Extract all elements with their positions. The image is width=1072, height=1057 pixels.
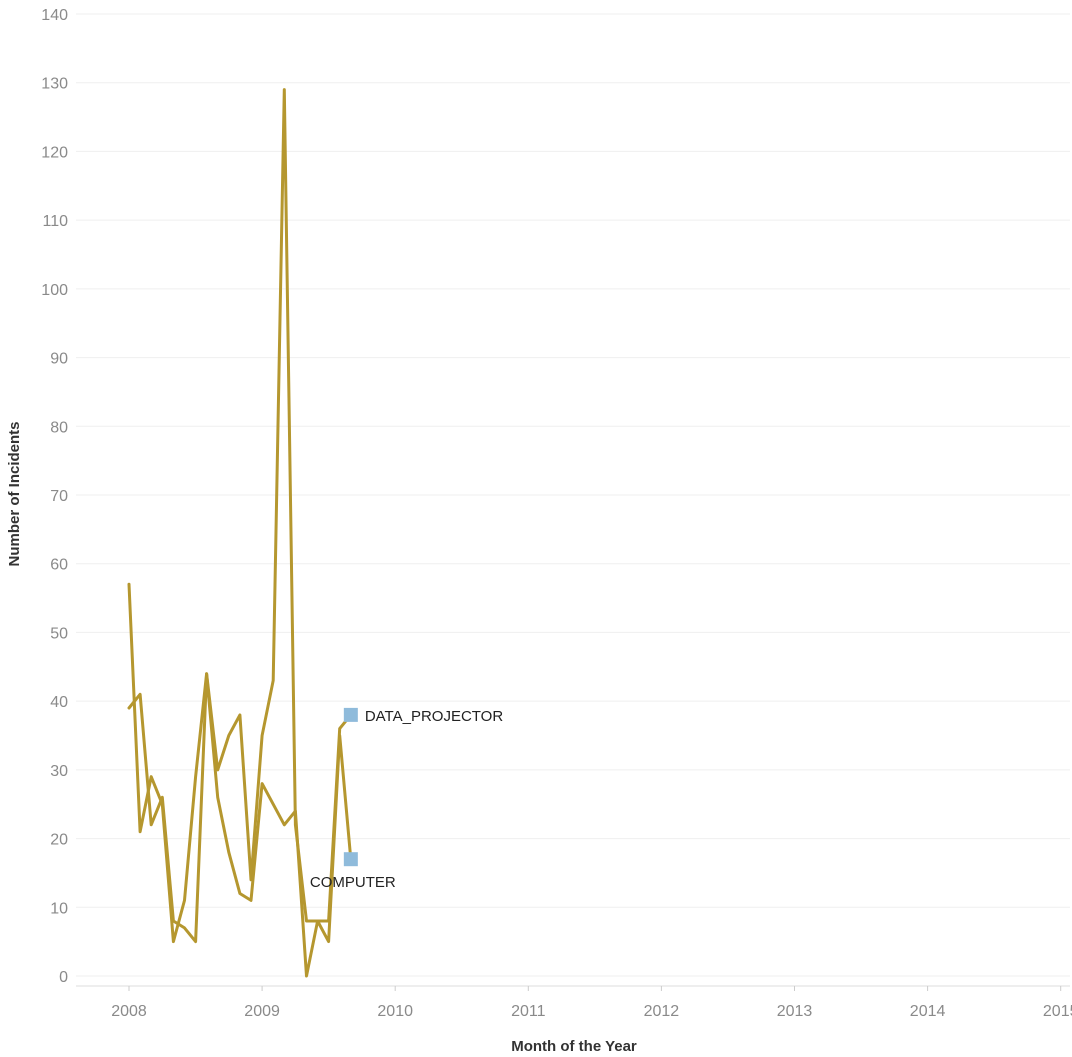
x-tick-label: 2008 [111,1003,147,1020]
y-tick-label: 0 [59,969,68,986]
y-tick-label: 100 [41,282,68,299]
y-tick-label: 140 [41,7,68,24]
series-line-computer [127,672,353,978]
series-labels: DATA_PROJECTOR COMPUTER [310,708,503,891]
series-end-marker[interactable] [343,707,358,722]
y-axis-title: Number of Incidents [6,421,23,566]
x-tick-label: 2010 [377,1003,413,1020]
x-axis-title: Month of the Year [511,1038,637,1055]
y-tick-label: 10 [50,900,68,917]
y-tick-label: 30 [50,763,68,780]
x-tick-label: 2014 [910,1003,946,1020]
series-end-marker[interactable] [343,852,358,867]
y-tick-label: 130 [41,76,68,93]
y-tick-label: 50 [50,625,68,642]
gridlines [76,13,1070,977]
y-tick-label: 90 [50,351,68,368]
x-axis-ticks: 2008 2009 2010 2011 2012 2013 2014 2015 [76,985,1072,1020]
series-line-data-projector [127,88,353,944]
y-axis-ticks: 0 10 20 30 40 50 60 70 80 90 100 110 120 130 140 [41,7,68,986]
y-tick-label: 110 [42,213,68,230]
y-tick-label: 40 [50,694,68,711]
series-label: COMPUTER [310,874,396,891]
y-tick-label: 80 [50,419,68,436]
x-tick-label: 2013 [777,1003,813,1020]
y-tick-label: 20 [50,832,68,849]
x-tick-label: 2009 [244,1003,280,1020]
x-tick-label: 2011 [511,1003,546,1020]
series-lines [127,88,353,978]
y-tick-label: 70 [50,488,68,505]
y-tick-label: 60 [50,557,68,574]
x-tick-label: 2015 [1043,1003,1072,1020]
y-tick-label: 120 [41,144,68,161]
series-end-markers[interactable] [343,707,358,867]
series-label: DATA_PROJECTOR [365,708,504,725]
x-tick-label: 2012 [644,1003,680,1020]
